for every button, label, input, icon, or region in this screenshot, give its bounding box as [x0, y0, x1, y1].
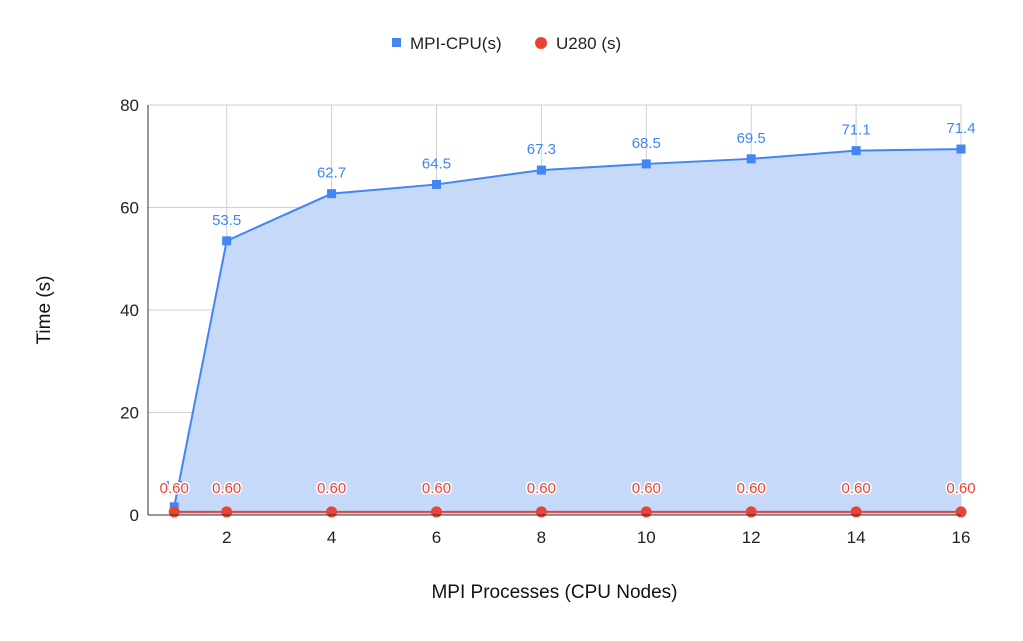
data-label: 64.5 [422, 155, 451, 172]
data-label: 0.60 [632, 480, 661, 497]
y-tick-label: 40 [120, 301, 139, 320]
legend-label-mpi-cpu: MPI-CPU(s) [410, 34, 502, 53]
x-tick-label: 14 [847, 528, 866, 547]
data-point [640, 506, 652, 518]
data-label: 68.5 [632, 135, 661, 152]
data-label: 0.60 [317, 480, 346, 497]
x-tick-label: 10 [637, 528, 656, 547]
data-point [221, 506, 233, 518]
data-point [431, 179, 441, 189]
data-label: 53.5 [212, 212, 241, 229]
y-tick-label: 60 [120, 199, 139, 218]
legend-marker-u280 [535, 37, 547, 49]
data-label: 1.6 [164, 478, 185, 495]
series-area [174, 149, 961, 515]
data-label: 0.60 [946, 480, 975, 497]
data-label: 0.60 [212, 480, 241, 497]
data-label: 71.1 [841, 122, 870, 139]
axis-layer: 2 4 6 8 10 12 14 16 0 20 40 60 80 [120, 96, 970, 547]
x-tick-label: 8 [537, 528, 546, 547]
data-label: 0.60 [841, 480, 870, 497]
x-tick-label: 4 [327, 528, 336, 547]
data-label: 71.4 [946, 120, 975, 137]
data-point [326, 506, 338, 518]
data-label: 0.60 [737, 480, 766, 497]
data-label: 0.60 [160, 480, 189, 497]
data-point [955, 506, 967, 518]
data-point [536, 165, 546, 175]
data-point [956, 144, 966, 154]
x-tick-label: 16 [952, 528, 971, 547]
y-tick-label: 20 [120, 404, 139, 423]
data-point [746, 154, 756, 164]
data-label: 62.7 [317, 165, 346, 182]
data-point [168, 506, 180, 518]
data-point [430, 506, 442, 518]
data-point [850, 506, 862, 518]
data-point [851, 146, 861, 156]
data-point [222, 236, 232, 246]
legend: MPI-CPU(s) U280 (s) [392, 34, 621, 53]
data-label: 67.3 [527, 141, 556, 158]
data-label: 0.60 [527, 480, 556, 497]
data-point [327, 189, 337, 199]
x-tick-label: 12 [742, 528, 761, 547]
legend-label-u280: U280 (s) [556, 34, 621, 53]
x-axis-title: MPI Processes (CPU Nodes) [431, 582, 677, 603]
x-tick-label: 6 [432, 528, 441, 547]
x-tick-label: 2 [222, 528, 231, 547]
data-label: 69.5 [737, 130, 766, 147]
area-layer [174, 149, 961, 515]
y-axis-title: Time (s) [34, 276, 55, 345]
y-tick-label: 0 [130, 506, 139, 525]
legend-marker-mpi-cpu [392, 38, 401, 47]
data-label-layer: 1.6 53.5 62.7 64.5 67.3 68.5 69.5 71.1 71.4 0.60 0… [158, 120, 977, 498]
data-point [641, 159, 651, 169]
data-point [745, 506, 757, 518]
data-point [535, 506, 547, 518]
y-tick-label: 80 [120, 96, 139, 115]
data-label: 0.60 [422, 480, 451, 497]
